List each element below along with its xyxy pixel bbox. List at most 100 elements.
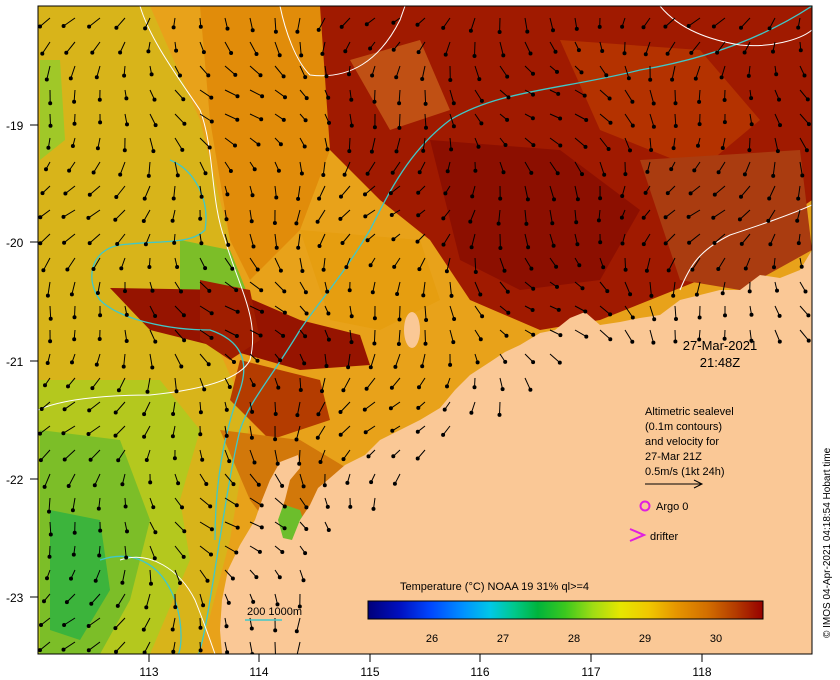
velocity-arrow-head	[182, 338, 187, 343]
velocity-arrow-head	[652, 317, 657, 322]
velocity-arrow-head	[496, 221, 501, 226]
velocity-arrow-head	[528, 51, 533, 56]
velocity-arrow-head	[257, 549, 262, 554]
altimetry-line2: (0.1m contours)	[645, 421, 722, 433]
isobath-lines	[91, 6, 812, 654]
velocity-arrow	[398, 329, 401, 345]
velocity-arrow-head	[124, 312, 129, 317]
velocity-arrow-head	[641, 242, 646, 247]
velocity-arrow-head	[452, 317, 457, 321]
velocity-arrow	[224, 521, 238, 529]
velocity-arrow-head	[552, 197, 556, 202]
velocity-arrow	[424, 329, 426, 344]
velocity-arrow-head	[72, 99, 77, 104]
velocity-arrow-head	[347, 72, 351, 77]
velocity-arrow-head	[171, 25, 176, 30]
velocity-arrow-head	[72, 121, 77, 126]
velocity-arrow-head	[322, 483, 327, 488]
velocity-arrow	[599, 113, 611, 124]
velocity-arrow-head	[62, 407, 67, 412]
velocity-arrow-head	[804, 148, 809, 153]
velocity-arrow-head	[114, 25, 119, 30]
velocity-arrow	[199, 305, 212, 314]
colorbar-tick-label: 27	[497, 633, 509, 645]
velocity-arrow-head	[143, 26, 148, 31]
velocity-arrow	[649, 305, 655, 320]
velocity-arrow-head	[180, 147, 185, 152]
velocity-arrow	[149, 137, 154, 152]
velocity-arrow-head	[498, 246, 503, 250]
velocity-arrow-head	[61, 24, 66, 28]
velocity-arrow	[498, 209, 501, 224]
velocity-arrow-head	[349, 97, 354, 102]
velocity-arrow	[713, 17, 726, 27]
velocity-arrow	[665, 233, 676, 244]
velocity-arrow-head	[423, 341, 428, 346]
velocity-arrow	[68, 473, 76, 487]
velocity-arrow-head	[451, 124, 456, 129]
velocity-arrow-head	[505, 117, 510, 122]
velocity-arrow-head	[596, 218, 601, 223]
velocity-arrow	[123, 353, 126, 367]
velocity-arrow-head	[673, 101, 678, 106]
velocity-arrow-head	[304, 311, 309, 316]
velocity-arrow	[774, 137, 779, 152]
velocity-arrow-head	[719, 75, 724, 80]
velocity-arrow-head	[62, 457, 67, 462]
velocity-arrow-head	[415, 429, 420, 434]
velocity-arrow-head	[554, 264, 559, 269]
velocity-arrow	[224, 473, 234, 485]
velocity-arrow-head	[665, 51, 670, 56]
velocity-arrow-head	[421, 148, 426, 153]
velocity-arrow-head	[175, 173, 180, 178]
velocity-arrow	[224, 137, 236, 146]
velocity-arrow-head	[315, 219, 320, 224]
velocity-arrow-head	[574, 220, 579, 225]
barrow-island	[404, 312, 420, 348]
velocity-arrow-head	[294, 221, 299, 226]
velocity-arrow-head	[743, 266, 748, 271]
velocity-arrow-head	[712, 241, 717, 245]
altimetry-legend: Altimetric sealevel (0.1m contours) and …	[645, 406, 734, 489]
velocity-arrow-head	[347, 149, 352, 154]
velocity-arrow-head	[641, 25, 646, 30]
velocity-arrow-head	[122, 148, 127, 153]
velocity-arrow-head	[325, 504, 330, 509]
isobath-legend-label: 200 1000m	[247, 606, 302, 618]
velocity-arrow-head	[142, 196, 147, 201]
velocity-arrow-head	[172, 240, 177, 245]
velocity-arrow	[474, 41, 476, 57]
velocity-arrow-head	[299, 53, 304, 58]
velocity-arrow-head	[651, 101, 656, 106]
velocity-arrow	[524, 377, 531, 391]
velocity-arrow-head	[47, 554, 52, 559]
velocity-arrow-head	[233, 143, 237, 148]
velocity-arrow-head	[153, 530, 158, 535]
velocity-scale-arrow-icon	[645, 479, 704, 489]
velocity-arrow	[296, 17, 301, 32]
velocity-arrow-head	[777, 313, 782, 318]
velocity-arrow-head	[275, 461, 280, 466]
velocity-arrow-head	[209, 119, 214, 124]
velocity-arrow-head	[372, 316, 377, 321]
velocity-arrow-head	[690, 267, 695, 272]
velocity-arrow	[317, 401, 326, 415]
velocity-arrow-head	[626, 76, 631, 81]
velocity-arrow	[649, 281, 652, 296]
velocity-arrow-head	[123, 504, 128, 509]
velocity-arrow-head	[806, 122, 811, 127]
velocity-arrow-head	[349, 123, 354, 128]
velocity-arrow-head	[229, 51, 234, 55]
velocity-arrow	[549, 209, 553, 224]
velocity-arrow-head	[303, 290, 308, 295]
velocity-arrow	[321, 41, 326, 55]
velocity-arrow	[714, 185, 726, 195]
velocity-arrow	[199, 329, 212, 339]
velocity-arrow	[342, 377, 351, 391]
velocity-arrow	[249, 17, 254, 31]
velocity-arrow-head	[608, 120, 613, 125]
velocity-arrow-head	[209, 95, 214, 100]
velocity-arrow-head	[417, 170, 422, 175]
velocity-arrow-head	[451, 101, 456, 106]
velocity-arrow-head	[580, 286, 585, 291]
